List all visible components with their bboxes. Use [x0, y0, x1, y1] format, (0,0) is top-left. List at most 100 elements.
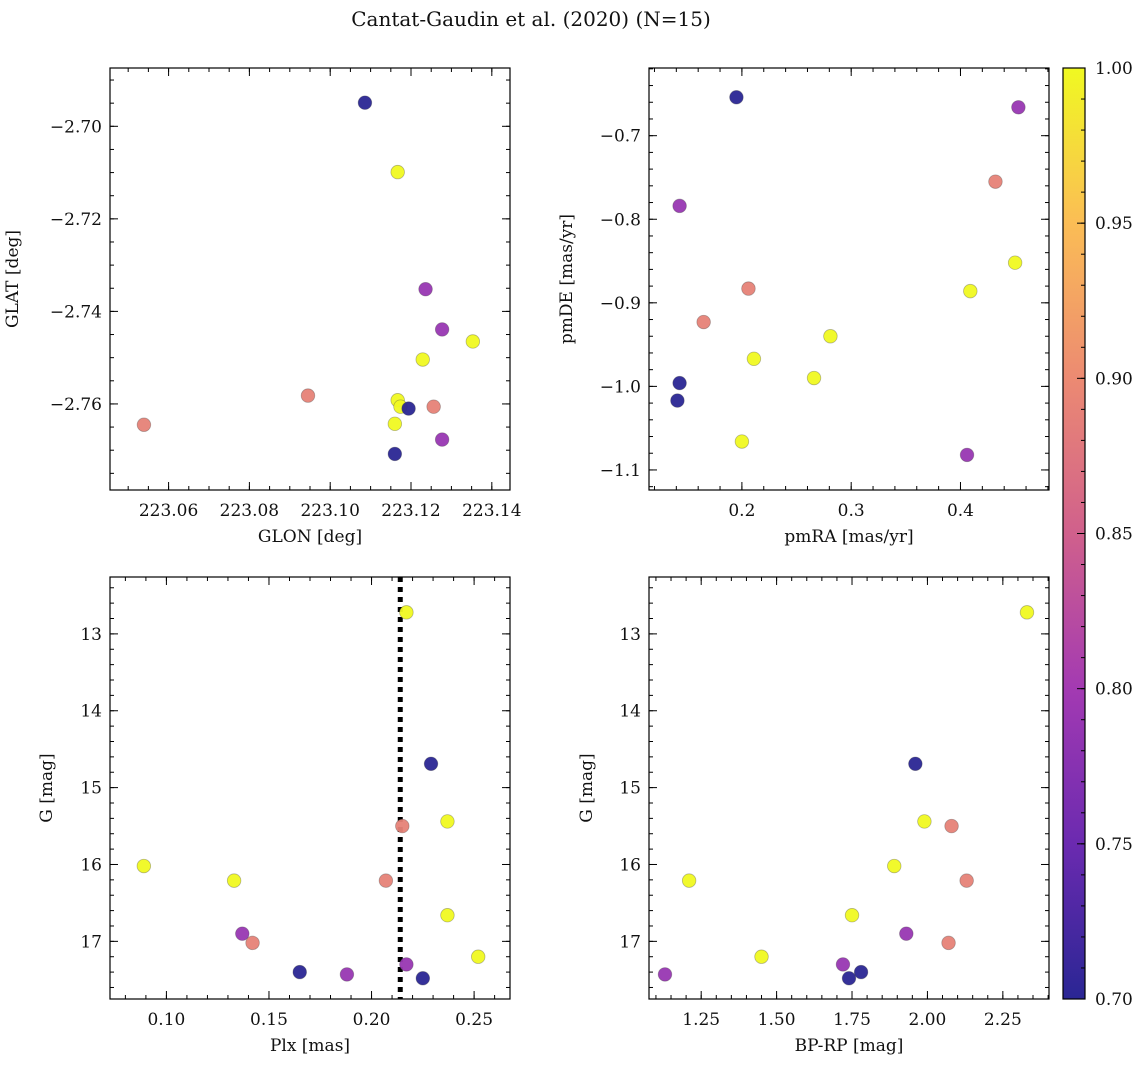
scatter-point — [415, 971, 431, 986]
y-tick-label: 15 — [619, 779, 641, 799]
scatter-point — [754, 949, 769, 964]
scatter-point — [378, 873, 394, 888]
scatter-point — [395, 818, 410, 834]
scatter-point — [292, 964, 307, 980]
scatter-point — [434, 432, 450, 447]
scatter-point — [136, 417, 152, 432]
y-tick-label: 15 — [80, 779, 102, 799]
scatter-point — [959, 447, 975, 463]
scatter-point — [401, 401, 416, 416]
colorbar-tick-label: 0.75 — [1095, 835, 1133, 855]
scatter-point — [418, 281, 433, 297]
scatter-point — [696, 314, 711, 330]
x-tick-label: 2.00 — [909, 1010, 947, 1030]
scatter-point — [746, 351, 762, 367]
scatter-point — [136, 858, 152, 874]
scatter-point — [963, 283, 978, 299]
x-tick-label: 0.10 — [147, 1010, 185, 1030]
scatter-point — [387, 416, 403, 432]
scatter-point — [944, 818, 959, 834]
y-tick-label: 13 — [619, 625, 641, 645]
panel-4: 1.25 1.50 1.75 2.00 2.25 13 14 15 16 17 BP-RP [mag… — [577, 576, 1050, 1056]
y-tick-label: −2.74 — [50, 302, 102, 322]
scatter-point — [841, 971, 857, 986]
x-tick-label: 0.3 — [838, 501, 865, 521]
colorbar-tick-label: 0.90 — [1095, 369, 1133, 389]
scatter-point — [959, 873, 974, 888]
y-axis-label: pmDE [mas/yr] — [557, 214, 577, 344]
scatter-point — [835, 957, 851, 972]
scatter-point — [423, 756, 439, 771]
y-tick-label: 17 — [619, 932, 641, 952]
y-tick-label: −0.8 — [600, 210, 641, 230]
panels: 223.06 223.08 223.10 223.12 223.14 −2.70 −2.72… — [3, 67, 1050, 1056]
scatter-point — [357, 95, 373, 110]
scatter-point — [399, 605, 414, 620]
x-tick-label: 223.08 — [220, 501, 279, 521]
scatter-point — [300, 388, 316, 403]
scatter-point — [1007, 255, 1023, 270]
scatter-point — [440, 814, 455, 829]
y-tick-label: −2.72 — [50, 210, 102, 230]
scatter-point — [988, 174, 1003, 189]
y-tick-label: −0.9 — [600, 294, 641, 314]
scatter-point — [235, 926, 250, 941]
x-tick-label: 0.20 — [353, 1010, 391, 1030]
y-tick-label: 16 — [619, 855, 641, 875]
y-axis-label: GLAT [deg] — [3, 230, 23, 328]
plot-frame — [648, 576, 1050, 1000]
colorbar-fill — [1063, 68, 1085, 999]
x-tick-label: 1.25 — [682, 1010, 720, 1030]
scatter-point — [908, 756, 923, 771]
y-tick-label: −1.1 — [600, 461, 641, 481]
scatter-point — [1019, 605, 1035, 620]
scatter-point — [729, 90, 744, 105]
scatter-point — [399, 957, 414, 972]
x-axis-label: pmRA [mas/yr] — [784, 527, 913, 547]
scatter-point — [226, 873, 242, 888]
scatter-point — [387, 446, 403, 462]
y-tick-label: −2.70 — [50, 117, 102, 137]
plot-frame — [648, 67, 1050, 491]
y-tick-label: −1.0 — [600, 377, 641, 397]
scatter-point — [734, 434, 750, 449]
scatter-point — [471, 949, 486, 964]
x-tick-label: 0.4 — [947, 501, 974, 521]
scatter-point — [681, 873, 697, 888]
y-axis-label: G [mag] — [37, 753, 57, 822]
y-tick-label: 14 — [619, 702, 641, 722]
scatter-point — [415, 352, 430, 367]
scatter-point — [941, 935, 956, 951]
y-tick-label: 16 — [80, 855, 102, 875]
colorbar-tick-label: 1.00 — [1095, 59, 1133, 79]
x-tick-label: 0.15 — [250, 1010, 288, 1030]
x-tick-label: 223.06 — [139, 501, 198, 521]
plot-frame — [109, 576, 511, 1000]
scatter-point — [426, 399, 441, 414]
scatter-point — [245, 935, 260, 951]
colorbar-tick-label: 0.80 — [1095, 680, 1133, 700]
panel-3: 0.10 0.15 0.20 0.25 13 14 15 16 17 Plx [mas] G [ma… — [37, 576, 511, 1056]
x-tick-label: 1.50 — [758, 1010, 796, 1030]
x-axis-label: Plx [mas] — [270, 1036, 350, 1056]
scatter-point — [657, 967, 673, 982]
scatter-point — [741, 281, 756, 296]
scatter-point — [670, 393, 685, 408]
colorbar-tick-label: 0.95 — [1095, 214, 1133, 234]
x-tick-label: 223.12 — [381, 501, 440, 521]
panel-1: 223.06 223.08 223.10 223.12 223.14 −2.70 −2.72… — [3, 67, 522, 547]
scatter-point — [672, 375, 687, 391]
y-tick-label: −2.76 — [50, 395, 102, 415]
scatter-point — [917, 814, 932, 829]
scatter-point — [672, 198, 687, 214]
scatter-point — [465, 334, 481, 349]
colorbar: 0.70 0.75 0.80 0.85 0.90 0.95 1.00 — [1062, 59, 1133, 1010]
x-tick-label: 1.75 — [833, 1010, 871, 1030]
scatter-point — [887, 858, 902, 874]
scatter-point — [806, 370, 822, 386]
y-tick-label: 14 — [80, 702, 102, 722]
x-tick-label: 2.25 — [984, 1010, 1022, 1030]
scatter-point — [853, 964, 869, 980]
y-tick-label: 17 — [80, 932, 102, 952]
colorbar-tick-label: 0.85 — [1095, 525, 1133, 545]
